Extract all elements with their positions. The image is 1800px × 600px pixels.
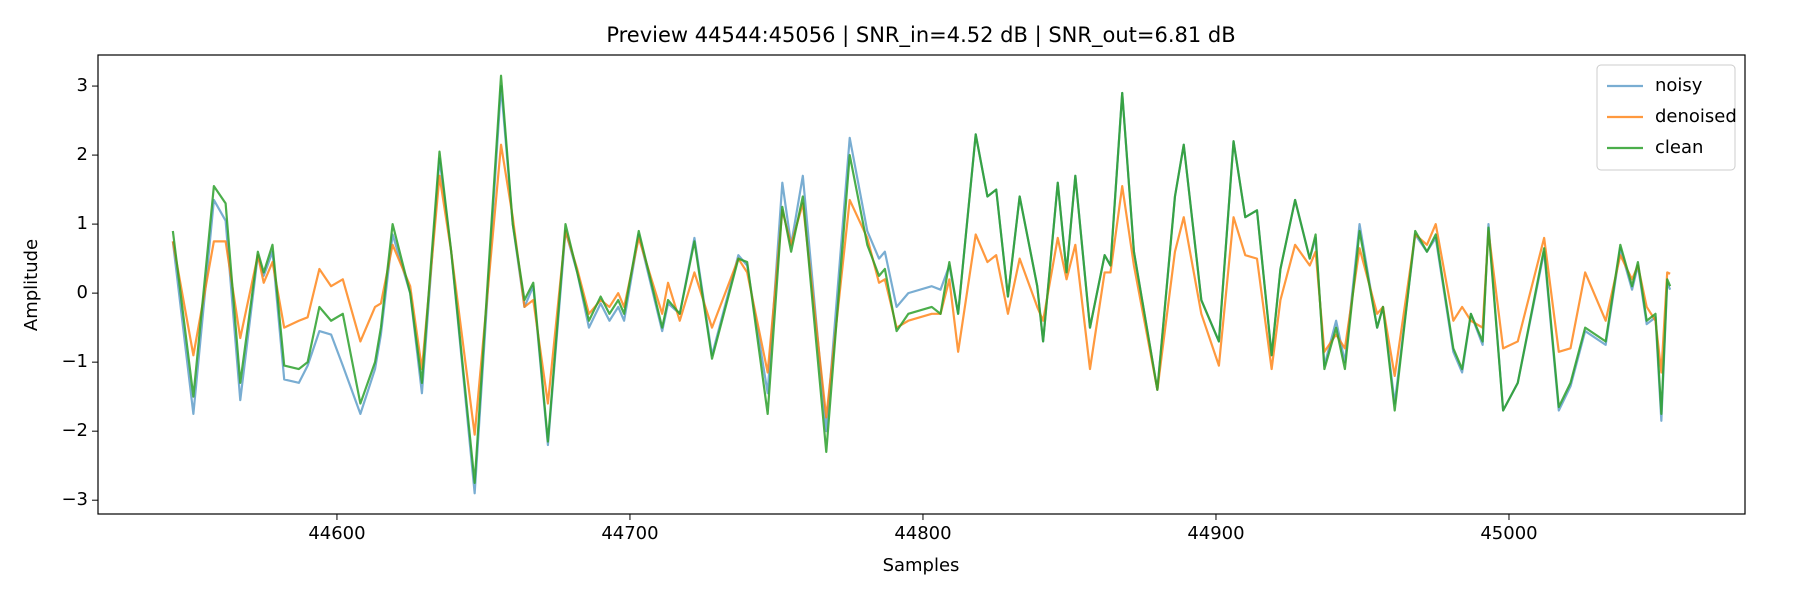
y-tick-label: 3 [77, 75, 88, 96]
plot-frame [97, 54, 1746, 515]
line-series [171, 84, 1672, 495]
y-tick-label: −1 [61, 351, 88, 372]
x-tick-label: 44800 [894, 523, 951, 544]
x-tick-label: 44600 [308, 523, 365, 544]
y-tick-label: −3 [61, 489, 88, 510]
x-tick-label: 45000 [1480, 523, 1537, 544]
legend-label: denoised [1655, 106, 1737, 127]
y-tick-label: 2 [77, 144, 88, 165]
y-axis-label: Amplitude [21, 239, 42, 331]
y-tick-label: 1 [77, 213, 88, 234]
x-axis-label: Samples [883, 555, 960, 576]
chart-title: Preview 44544:45056 | SNR_in=4.52 dB | S… [606, 23, 1235, 48]
y-tick-label: 0 [77, 282, 88, 303]
x-tick-label: 44900 [1187, 523, 1244, 544]
legend-label: noisy [1655, 75, 1703, 96]
legend-box [1596, 64, 1736, 171]
y-tick-label: −2 [61, 420, 88, 441]
legend-label: clean [1655, 137, 1703, 158]
x-tick-label: 44700 [601, 523, 658, 544]
line-series [171, 74, 1672, 485]
